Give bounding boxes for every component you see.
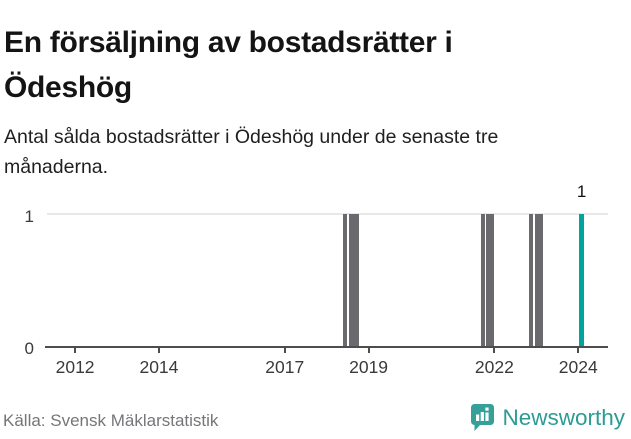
bar-value-label: 1	[576, 182, 587, 201]
newsworthy-logo: Newsworthy	[470, 403, 625, 432]
x-tick-label: 2019	[349, 357, 389, 377]
x-axis-line	[45, 345, 608, 348]
y-tick-label: 1	[24, 207, 34, 226]
x-tick-label: 2014	[139, 357, 179, 377]
y-gridline-1	[47, 212, 608, 215]
x-tick-label: 2012	[55, 357, 95, 377]
x-axis-tick	[493, 348, 496, 353]
x-tick-label: 2022	[474, 357, 514, 377]
x-axis-tick	[74, 348, 77, 353]
bar	[343, 214, 348, 347]
bar	[528, 214, 533, 347]
y-tick-label: 0	[24, 339, 34, 358]
x-tick-label: 2017	[265, 357, 305, 377]
bar	[480, 214, 485, 347]
chart-subtitle: Antal sålda bostadsrätter i Ödeshög unde…	[4, 125, 499, 178]
bar	[349, 214, 360, 347]
highlight-bar	[579, 214, 585, 347]
x-tick-label: 2024	[558, 357, 598, 377]
x-axis-tick	[577, 348, 580, 353]
bar	[486, 214, 495, 347]
newsworthy-speech-bubble-bars-icon	[470, 403, 495, 432]
x-axis-tick	[157, 348, 160, 353]
bar	[534, 214, 543, 347]
x-axis-tick	[283, 348, 286, 353]
newsworthy-wordmark: Newsworthy	[502, 404, 625, 430]
source-credit: Källa: Svensk Mäklarstatistik	[3, 411, 219, 430]
x-axis-tick	[367, 348, 370, 353]
page-title: En försäljning av bostadsrätter i Ödeshö…	[4, 26, 453, 105]
